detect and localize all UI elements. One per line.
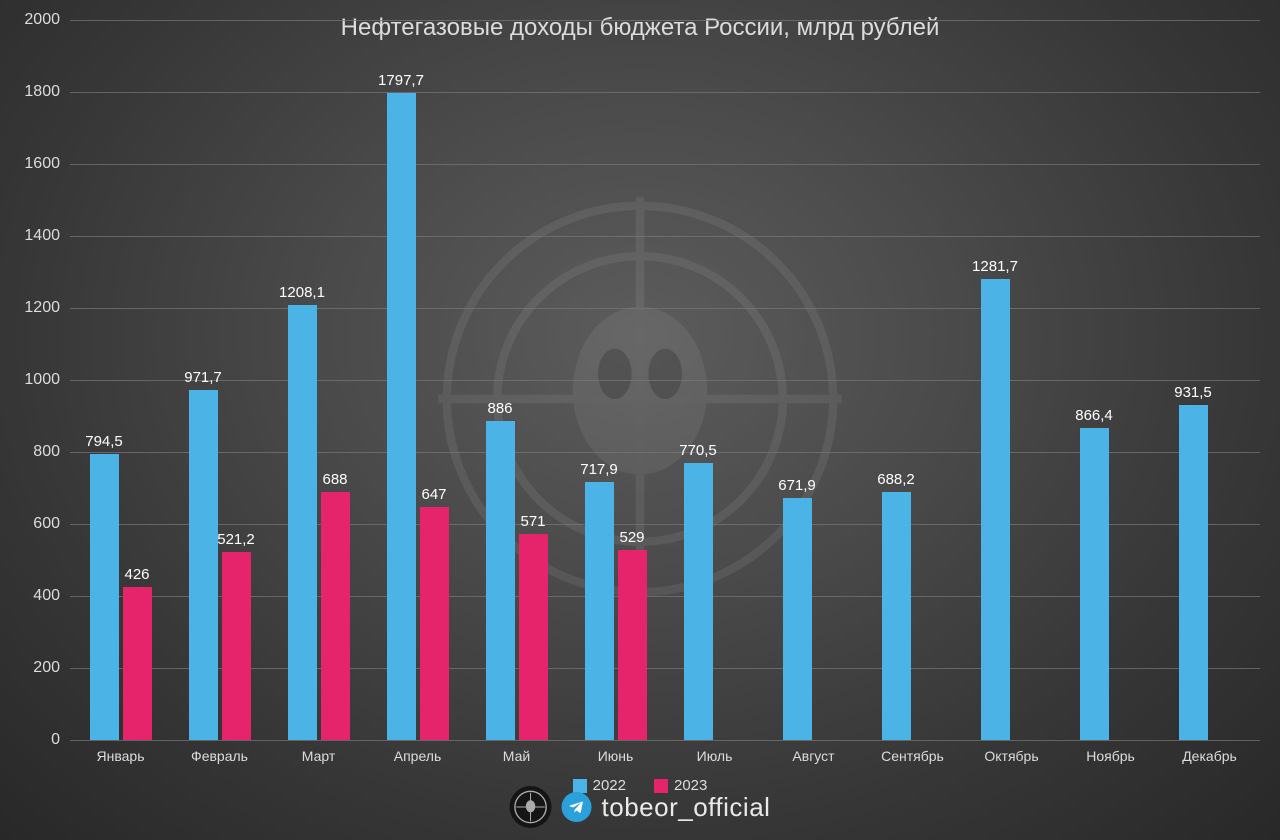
x-tick-label: Декабрь bbox=[1182, 748, 1237, 764]
bar-value-label: 1208,1 bbox=[279, 284, 325, 301]
bar-value-label: 671,9 bbox=[778, 477, 816, 494]
bar bbox=[486, 421, 515, 740]
y-tick-label: 1200 bbox=[0, 299, 60, 317]
x-tick-label: Июнь bbox=[598, 748, 634, 764]
footer: tobeor_official bbox=[510, 786, 771, 828]
gridline bbox=[70, 236, 1260, 237]
bar bbox=[1080, 428, 1109, 740]
gridline bbox=[70, 164, 1260, 165]
telegram-icon bbox=[562, 792, 592, 822]
bar bbox=[585, 482, 614, 740]
x-tick-label: Февраль bbox=[191, 748, 248, 764]
y-tick-label: 800 bbox=[0, 443, 60, 461]
bar bbox=[882, 492, 911, 740]
bar-value-label: 688 bbox=[322, 471, 347, 488]
bar bbox=[981, 279, 1010, 740]
gridline bbox=[70, 92, 1260, 93]
y-tick-label: 0 bbox=[0, 731, 60, 749]
x-tick-label: Сентябрь bbox=[881, 748, 944, 764]
bar bbox=[519, 534, 548, 740]
x-tick-label: Октябрь bbox=[984, 748, 1038, 764]
bar bbox=[123, 587, 152, 740]
y-tick-label: 200 bbox=[0, 659, 60, 677]
bar bbox=[618, 550, 647, 740]
chart-plot-area: 0200400600800100012001400160018002000Янв… bbox=[70, 20, 1260, 740]
bar bbox=[288, 305, 317, 740]
bar-value-label: 571 bbox=[520, 513, 545, 530]
y-tick-label: 1600 bbox=[0, 155, 60, 173]
gridline bbox=[70, 20, 1260, 21]
bar bbox=[387, 93, 416, 740]
x-tick-label: Май bbox=[503, 748, 530, 764]
bar-value-label: 647 bbox=[421, 486, 446, 503]
x-tick-label: Август bbox=[792, 748, 834, 764]
bar-value-label: 770,5 bbox=[679, 442, 717, 459]
bar-value-label: 886 bbox=[487, 400, 512, 417]
bar-value-label: 521,2 bbox=[217, 531, 255, 548]
footer-handle: tobeor_official bbox=[602, 792, 771, 823]
bar-value-label: 529 bbox=[619, 529, 644, 546]
bar bbox=[420, 507, 449, 740]
x-tick-label: Январь bbox=[97, 748, 145, 764]
y-tick-label: 1000 bbox=[0, 371, 60, 389]
bar-value-label: 688,2 bbox=[877, 471, 915, 488]
y-tick-label: 600 bbox=[0, 515, 60, 533]
y-tick-label: 2000 bbox=[0, 11, 60, 29]
bar-value-label: 971,7 bbox=[184, 369, 222, 386]
x-tick-label: Ноябрь bbox=[1086, 748, 1135, 764]
bar-value-label: 931,5 bbox=[1174, 384, 1212, 401]
bar bbox=[90, 454, 119, 740]
x-tick-label: Июль bbox=[697, 748, 733, 764]
bar-value-label: 1281,7 bbox=[972, 258, 1018, 275]
y-tick-label: 1400 bbox=[0, 227, 60, 245]
footer-logo-badge bbox=[510, 786, 552, 828]
y-tick-label: 400 bbox=[0, 587, 60, 605]
bar bbox=[321, 492, 350, 740]
bar-value-label: 1797,7 bbox=[378, 72, 424, 89]
y-tick-label: 1800 bbox=[0, 83, 60, 101]
gridline bbox=[70, 740, 1260, 741]
bar-value-label: 717,9 bbox=[580, 461, 618, 478]
x-tick-label: Апрель bbox=[394, 748, 442, 764]
bar bbox=[684, 463, 713, 740]
bar-value-label: 866,4 bbox=[1075, 407, 1113, 424]
bar-value-label: 794,5 bbox=[85, 433, 123, 450]
bar bbox=[1179, 405, 1208, 740]
gridline bbox=[70, 380, 1260, 381]
bar-value-label: 426 bbox=[124, 566, 149, 583]
gridline bbox=[70, 308, 1260, 309]
bar bbox=[189, 390, 218, 740]
x-tick-label: Март bbox=[302, 748, 336, 764]
bar bbox=[222, 552, 251, 740]
bar bbox=[783, 498, 812, 740]
